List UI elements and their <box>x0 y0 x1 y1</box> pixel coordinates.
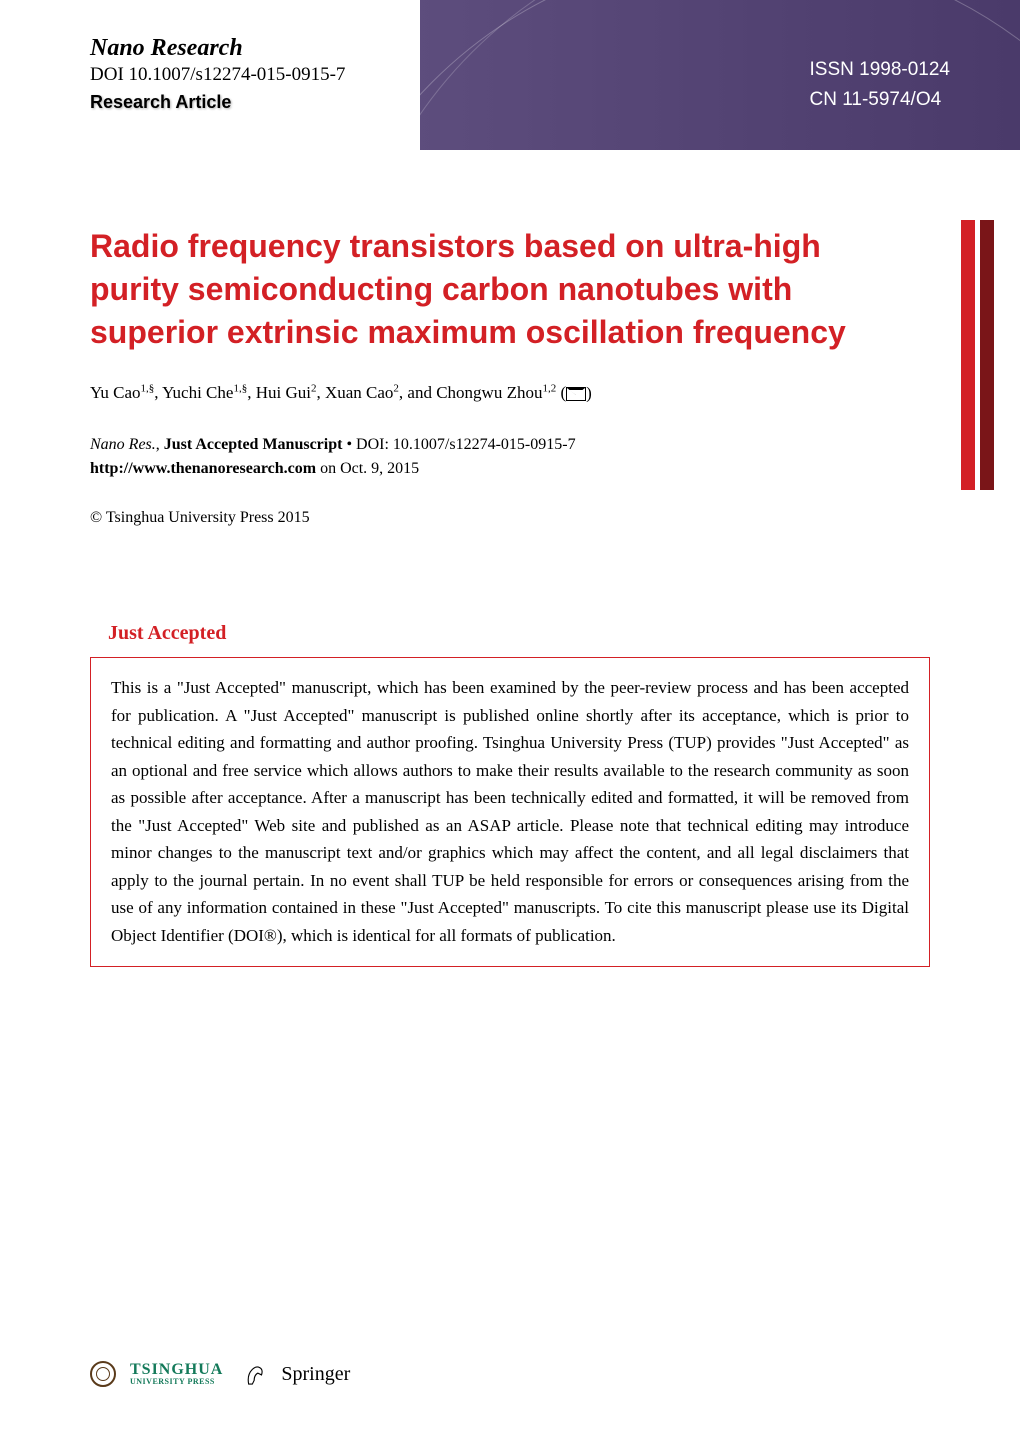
cn-text: CN 11-5974/O4 <box>810 85 951 115</box>
citation-block: Nano Res., Just Accepted Manuscript • DO… <box>90 433 900 481</box>
issn-block: ISSN 1998-0124 CN 11-5974/O4 <box>810 55 951 116</box>
article-title: Radio frequency transistors based on ult… <box>90 225 900 355</box>
citation-bullet: • <box>342 436 356 453</box>
tsinghua-press-text: TSINGHUA UNIVERSITY PRESS <box>130 1363 223 1385</box>
issn-text: ISSN 1998-0124 <box>810 55 951 85</box>
title-wrap: Radio frequency transistors based on ult… <box>90 225 930 527</box>
citation-doi: DOI: 10.1007/s12274-015-0915-7 <box>356 436 576 453</box>
just-accepted-label: Just Accepted <box>108 622 930 645</box>
article-type: Research Article <box>90 92 420 113</box>
just-accepted-box: This is a "Just Accepted" manuscript, wh… <box>90 657 930 966</box>
springer-horse-icon <box>245 1362 267 1386</box>
doi-line: DOI 10.1007/s12274-015-0915-7 <box>90 64 420 86</box>
red-sidebar-bar <box>961 220 975 490</box>
citation-status: Just Accepted Manuscript <box>164 436 343 453</box>
tup-main-text: TSINGHUA <box>130 1361 223 1378</box>
darkred-sidebar-bar <box>980 220 994 490</box>
springer-text: Springer <box>281 1363 350 1386</box>
journal-name: Nano Research <box>90 35 420 62</box>
footer-logos: TSINGHUA UNIVERSITY PRESS Springer <box>90 1361 350 1387</box>
citation-date: on Oct. 9, 2015 <box>316 460 419 477</box>
citation-sep-1: , <box>156 436 164 453</box>
citation-journal: Nano Res. <box>90 436 156 453</box>
tsinghua-seal-icon <box>90 1361 116 1387</box>
authors-names: Yu Cao1,§, Yuchi Che1,§, Hui Gui2, Xuan … <box>90 383 566 402</box>
authors-line: Yu Cao1,§, Yuchi Che1,§, Hui Gui2, Xuan … <box>90 383 900 404</box>
banner-left-block: Nano Research DOI 10.1007/s12274-015-091… <box>0 0 420 150</box>
copyright-line: © Tsinghua University Press 2015 <box>90 509 900 527</box>
email-icon <box>566 387 586 401</box>
citation-url: http://www.thenanoresearch.com <box>90 460 316 477</box>
tup-sub-text: UNIVERSITY PRESS <box>130 1378 223 1385</box>
authors-tail: ) <box>586 383 592 402</box>
content-area: Radio frequency transistors based on ult… <box>0 150 1020 967</box>
header-banner: Nano Research DOI 10.1007/s12274-015-091… <box>0 0 1020 150</box>
